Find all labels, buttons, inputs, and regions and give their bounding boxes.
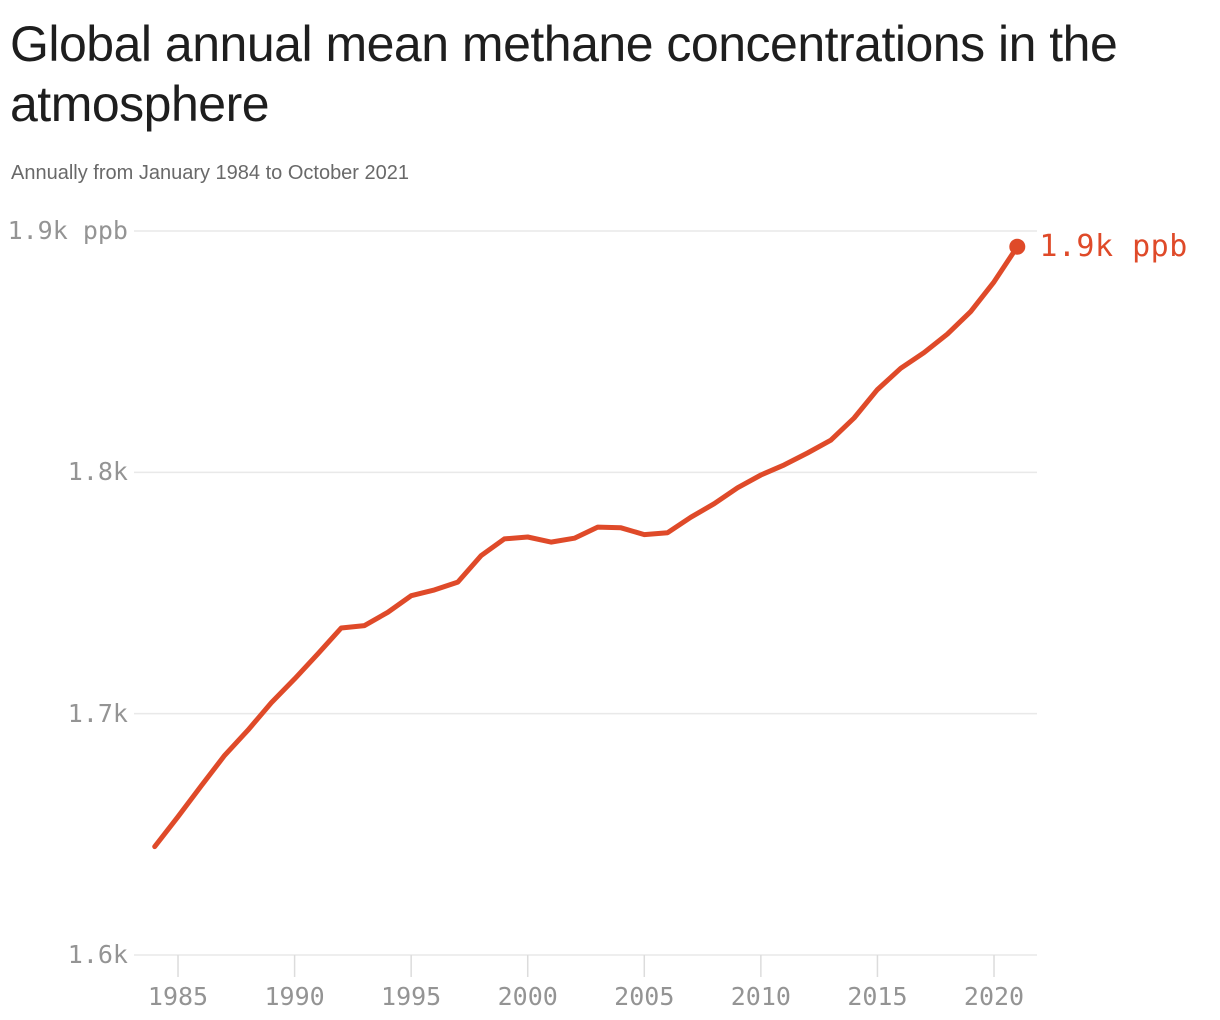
chart-title-line-2: atmosphere bbox=[10, 76, 270, 132]
x-axis-label: 2000 bbox=[497, 982, 558, 1011]
chart-title: Global annual mean methane concentration… bbox=[10, 14, 1220, 134]
x-axis-label: 2005 bbox=[614, 982, 675, 1011]
x-axis-label: 2010 bbox=[730, 982, 791, 1011]
y-axis-label: 1.6k bbox=[67, 940, 128, 969]
gridlines bbox=[134, 230, 1037, 956]
y-axis-label: 1.7k bbox=[67, 698, 128, 728]
x-axis-label: 1990 bbox=[264, 982, 325, 1011]
end-point-dot bbox=[1009, 238, 1026, 255]
x-axis-label: 2020 bbox=[963, 982, 1025, 1011]
end-value-label: 1.9k ppb bbox=[1039, 228, 1188, 264]
chart-title-line-1: Global annual mean methane concentration… bbox=[10, 16, 1118, 72]
x-axis-label: 2015 bbox=[847, 982, 908, 1011]
series-line bbox=[152, 244, 1020, 850]
chart-subtitle: Annually from January 1984 to October 20… bbox=[11, 162, 410, 184]
y-axis-label: 1.9k ppb bbox=[7, 216, 128, 245]
x-axis-ticks bbox=[177, 955, 995, 977]
x-axis-label: 1995 bbox=[381, 982, 442, 1011]
y-axis-label: 1.8k bbox=[67, 457, 128, 487]
x-axis-label: 1985 bbox=[147, 982, 209, 1011]
